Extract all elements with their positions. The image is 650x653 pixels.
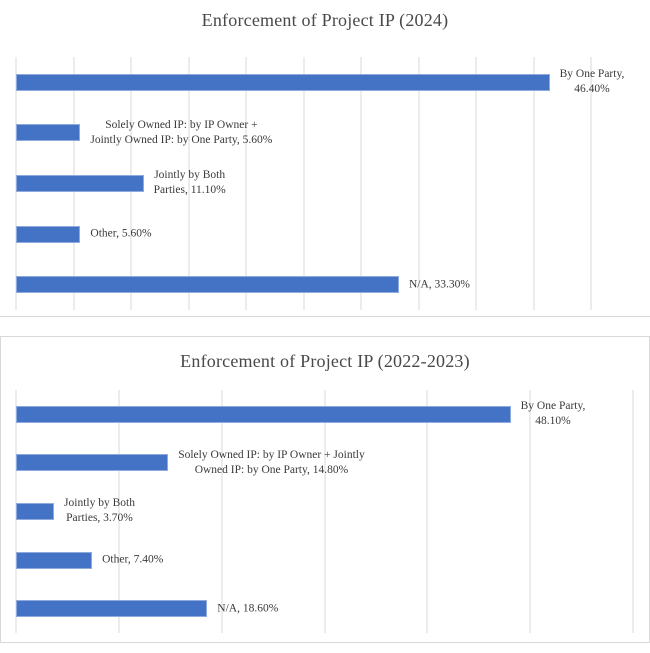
gridline (221, 390, 223, 633)
bar (16, 174, 144, 192)
bar-label: Jointly by Both Parties, 11.10% (153, 169, 226, 197)
bar-label: Solely Owned IP: by IP Owner + Jointly O… (90, 118, 273, 146)
chart-2022-2023: Enforcement of Project IP (2022-2023) By… (0, 336, 650, 643)
bar-label: Jointly by Both Parties, 3.70% (64, 497, 135, 525)
bar-label: By One Party, 46.40% (559, 68, 625, 96)
bar (16, 124, 81, 142)
bar-label: N/A, 18.60% (217, 602, 279, 615)
gridline (426, 390, 428, 633)
gridline (360, 57, 362, 310)
bar-row: Solely Owned IP: by IP Owner + Jointly O… (16, 108, 591, 159)
gridline (529, 390, 531, 633)
bar (16, 551, 93, 569)
gridline (188, 57, 189, 310)
bar-row: Solely Owned IP: by IP Owner + Jointly O… (16, 439, 633, 488)
chart-title-2024: Enforcement of Project IP (2024) (201, 10, 449, 30)
bar-label: N/A, 33.30% (408, 278, 470, 291)
bar (16, 276, 399, 294)
gridline (118, 390, 120, 633)
bar (16, 405, 511, 423)
gridline (245, 57, 247, 310)
gridline (632, 390, 634, 633)
gridline (303, 57, 304, 310)
bar-row: Jointly by Both Parties, 3.70% (16, 487, 633, 536)
bar (16, 73, 550, 91)
bar (16, 225, 81, 243)
bar (16, 502, 55, 520)
gridline (590, 57, 592, 310)
bar-label: Other, 5.60% (90, 227, 152, 240)
gridline (533, 57, 534, 310)
bar-label: By One Party, 48.10% (520, 400, 586, 428)
bar-row: Jointly by Both Parties, 11.10% (16, 158, 591, 209)
bar (16, 454, 169, 472)
bar-label: Solely Owned IP: by IP Owner + Jointly O… (178, 448, 365, 476)
bar-row: Other, 7.40% (16, 536, 633, 585)
bar-row: Other, 5.60% (16, 209, 591, 260)
plot-area: By One Party, 48.10% Solely Owned IP: by … (15, 390, 634, 633)
gridline (418, 57, 419, 310)
chart-title-2022-2023: Enforcement of Project IP (2022-2023) (180, 351, 470, 371)
bar (16, 600, 208, 618)
bar-row: N/A, 18.60% (16, 584, 633, 633)
plot-area: By One Party, 46.40% Solely Owned IP: by … (15, 57, 624, 310)
bar-row: By One Party, 46.40% (16, 57, 624, 108)
bar-label: Other, 7.40% (102, 553, 164, 566)
bar-row: N/A, 33.30% (16, 259, 591, 310)
gridline (475, 57, 477, 310)
chart-2024: Enforcement of Project IP (2024) By One … (0, 0, 650, 317)
bar-row: By One Party, 48.10% (16, 390, 633, 439)
gridline (324, 390, 325, 633)
